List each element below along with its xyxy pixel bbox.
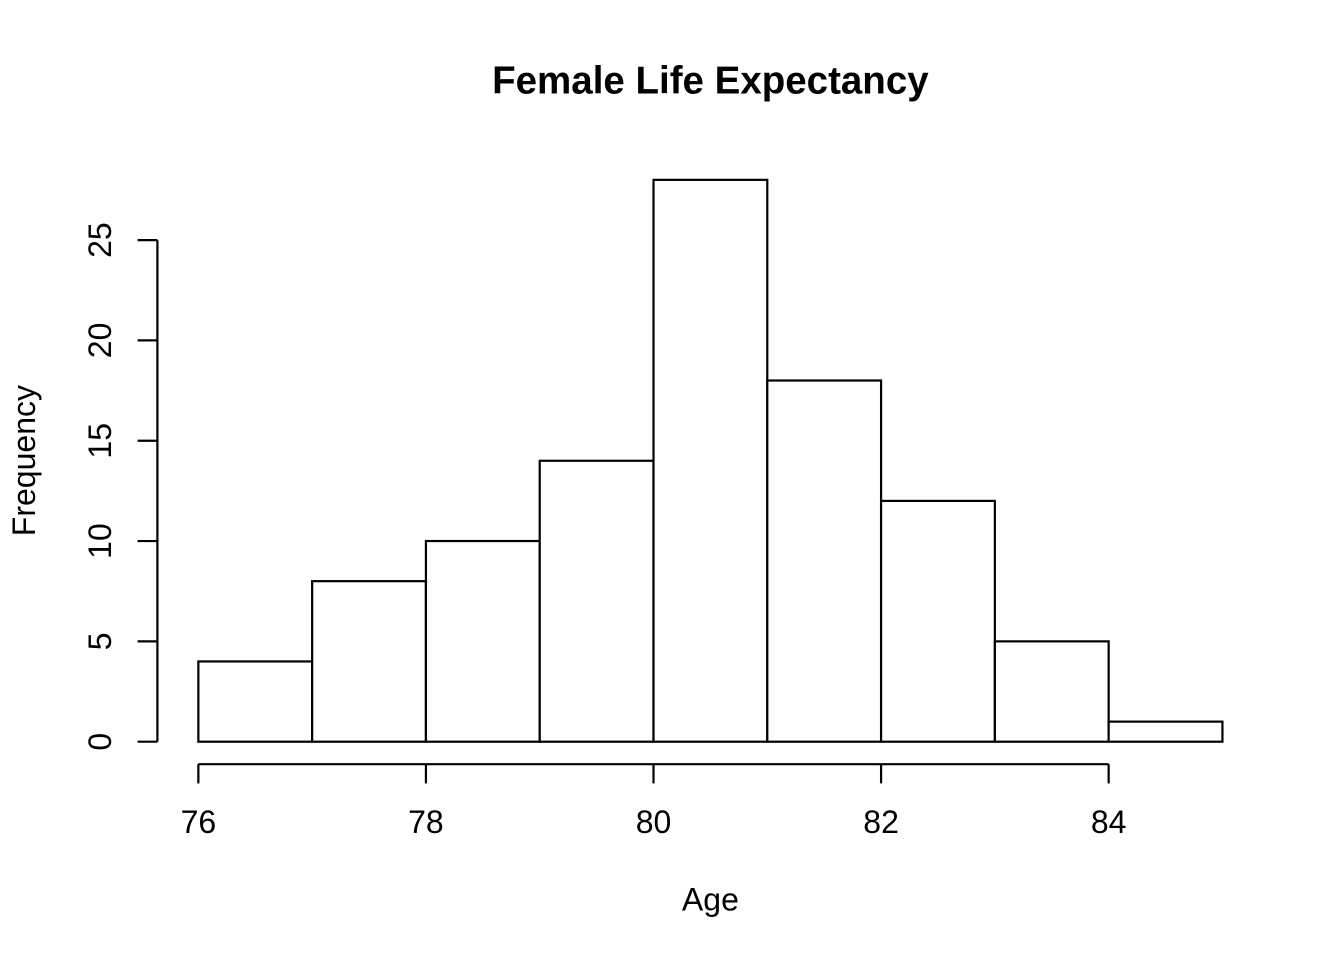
svg-text:Age: Age: [682, 881, 739, 917]
svg-text:80: 80: [636, 804, 672, 840]
svg-text:84: 84: [1091, 804, 1127, 840]
svg-text:Female Life Expectancy: Female Life Expectancy: [492, 59, 929, 102]
svg-text:78: 78: [408, 804, 444, 840]
svg-text:0: 0: [82, 733, 118, 751]
svg-text:82: 82: [863, 804, 899, 840]
svg-text:25: 25: [82, 222, 118, 258]
svg-text:10: 10: [82, 523, 118, 559]
svg-text:15: 15: [82, 423, 118, 459]
svg-text:5: 5: [82, 632, 118, 650]
svg-text:76: 76: [181, 804, 217, 840]
svg-text:Frequency: Frequency: [6, 385, 42, 536]
svg-text:20: 20: [82, 323, 118, 359]
